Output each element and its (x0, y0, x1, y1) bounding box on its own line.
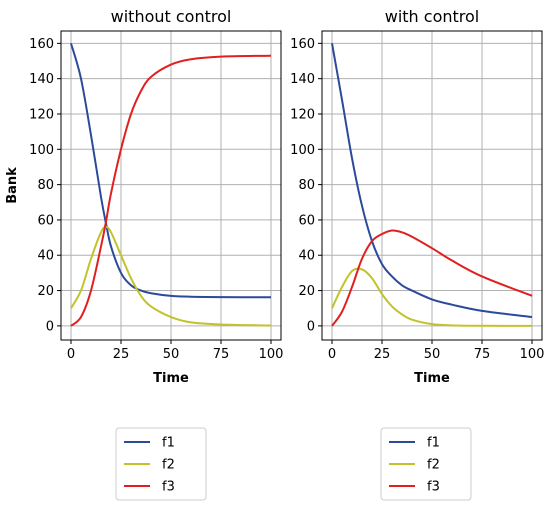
y-tick-label: 100 (29, 143, 54, 158)
series-line-f3 (70, 54, 272, 327)
legend-label-f3: f3 (427, 480, 440, 495)
legend-label-f2: f2 (162, 458, 175, 473)
y-tick-label: 40 (37, 249, 54, 264)
legend-box (380, 427, 472, 501)
x-tick-label: 100 (520, 347, 545, 362)
legend-label-f2: f2 (427, 458, 440, 473)
y-tick-label: 80 (37, 178, 54, 193)
legend-label-f1: f1 (162, 436, 175, 451)
y-tick-label: 100 (290, 143, 315, 158)
x-tick-label: 25 (113, 347, 130, 362)
y-tick-label: 160 (290, 37, 315, 52)
y-axis-label: Bank (5, 167, 20, 204)
legend: f1 f2 f3 (115, 427, 207, 501)
series-line-f2 (70, 225, 272, 327)
x-axis-label: Time (414, 371, 450, 386)
y-tick-label: 40 (298, 249, 315, 264)
x-tick-label: 0 (67, 347, 75, 362)
y-tick-label: 0 (307, 319, 315, 334)
y-tick-label: 160 (29, 37, 54, 52)
y-tick-label: 120 (29, 107, 54, 122)
legend-box (115, 427, 207, 501)
y-tick-label: 140 (29, 72, 54, 87)
y-tick-label: 20 (298, 284, 315, 299)
x-tick-label: 50 (424, 347, 441, 362)
legend-label-f3: f3 (162, 480, 175, 495)
chart-panel-1: 0 25 50 75 100 0 20 40 60 80 100 120 140 160 without c… (5, 7, 284, 501)
series-line-f1 (331, 43, 533, 319)
y-tick-label: 140 (290, 72, 315, 87)
series-line-f3 (331, 229, 533, 327)
y-tick-label: 120 (290, 107, 315, 122)
legend: f1 f2 f3 (380, 427, 472, 501)
y-tick-label: 80 (298, 178, 315, 193)
legend-label-f1: f1 (427, 436, 440, 451)
chart-panel-2: 0 25 50 75 100 0 20 40 60 80 100 120 140 160 with cont… (290, 7, 545, 501)
y-tick-label: 60 (298, 213, 315, 228)
y-tick-label: 60 (37, 213, 54, 228)
chart-title: with control (385, 7, 480, 26)
x-axis-label: Time (153, 371, 189, 386)
x-tick-label: 25 (374, 347, 391, 362)
x-tick-label: 75 (474, 347, 491, 362)
x-tick-label: 50 (163, 347, 180, 362)
series-line-f1 (70, 43, 272, 299)
y-tick-label: 20 (37, 284, 54, 299)
x-tick-label: 100 (259, 347, 284, 362)
chart-title: without control (111, 7, 232, 26)
x-tick-label: 75 (213, 347, 230, 362)
series-line-f2 (331, 267, 533, 327)
y-tick-label: 0 (46, 319, 54, 334)
x-tick-label: 0 (328, 347, 336, 362)
